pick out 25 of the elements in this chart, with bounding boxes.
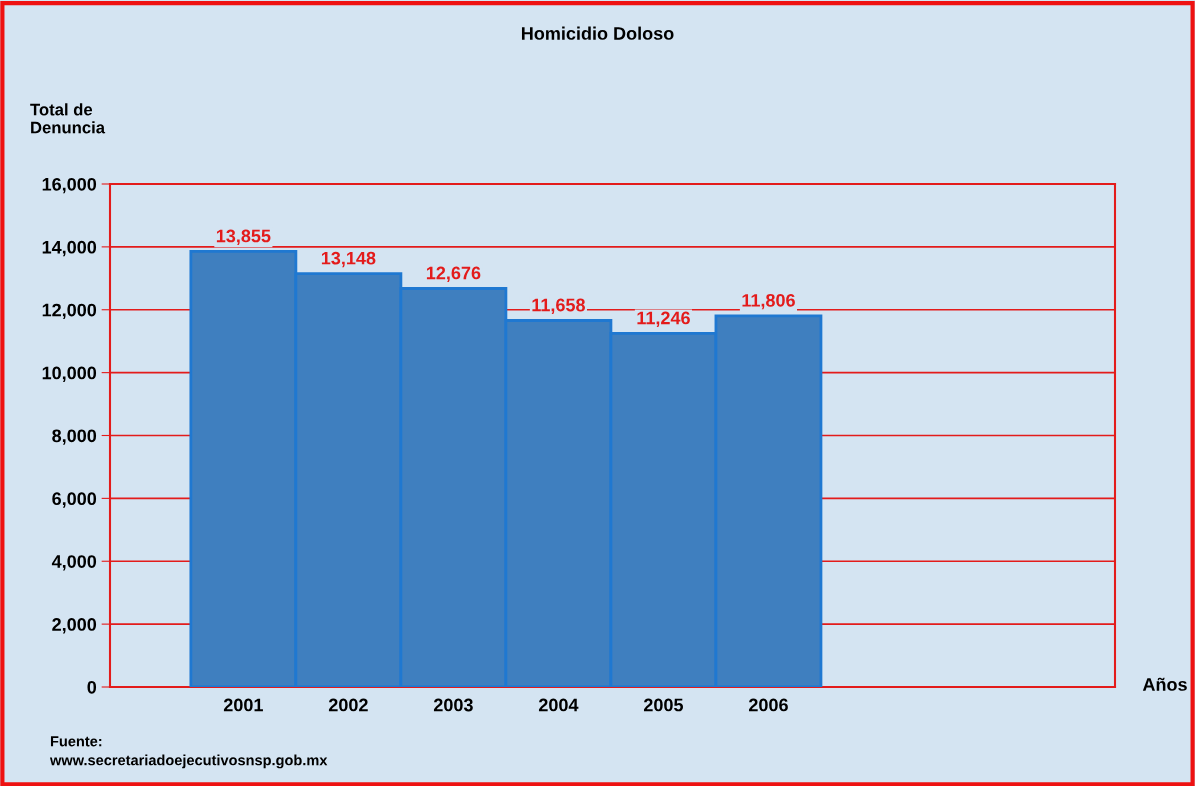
x-tick-label: 2002	[328, 698, 368, 712]
y-tick-label: 6,000	[52, 492, 97, 508]
source-note: Fuente: www.secretariadoejecutivosnsp.gob.mx	[49, 736, 328, 769]
x-tick-label: 2005	[643, 698, 684, 712]
data-label: 12,676	[426, 266, 481, 282]
y-tick-label: 10,000	[42, 366, 97, 382]
x-tick-label: 2003	[433, 698, 473, 712]
chart-title: Homicidio Doloso	[521, 26, 674, 40]
data-label: 13,148	[321, 251, 376, 268]
x-tick-label: 2006	[748, 698, 788, 712]
text: Años	[1142, 677, 1187, 691]
data-label: 11,806	[742, 293, 795, 310]
y-tick-label: 14,000	[42, 240, 97, 257]
x-tick-label: 2001	[223, 698, 263, 712]
y-tick-label: 16,000	[42, 177, 97, 194]
data-label: 11,658	[532, 298, 585, 314]
y-axis-title: Total de Denuncia	[30, 103, 106, 134]
data-label: 13,855	[216, 229, 271, 245]
y-tick-label: 8,000	[52, 429, 97, 445]
data-label: 11,246	[637, 311, 690, 327]
y-tick-label: 12,000	[42, 303, 97, 320]
y-tick-label: 0	[87, 680, 97, 694]
y-tick-label: 4,000	[51, 555, 97, 571]
x-tick-label: 2004	[538, 698, 579, 712]
y-tick-label: 2,000	[52, 618, 97, 634]
